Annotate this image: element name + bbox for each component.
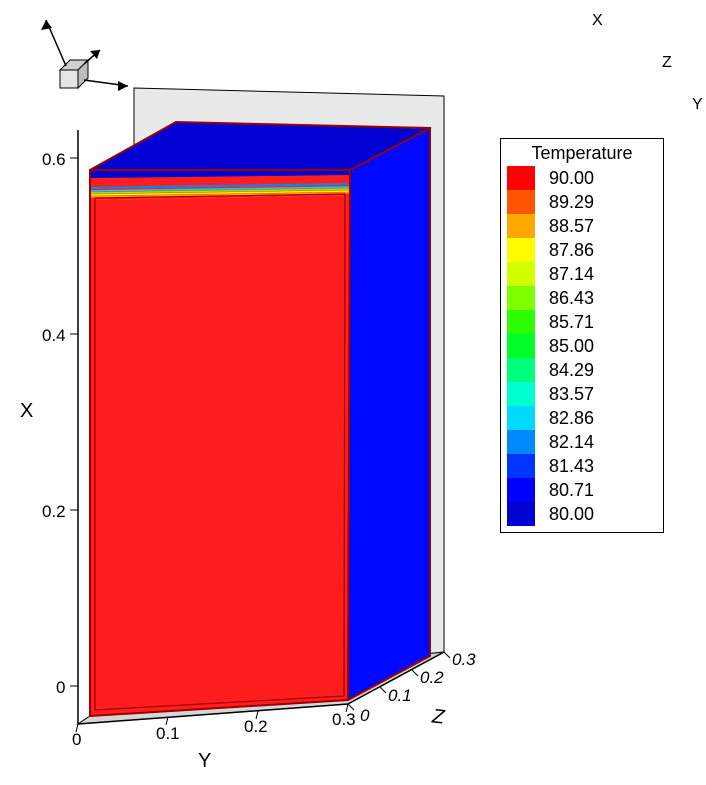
legend-title: Temperature bbox=[507, 143, 657, 164]
ytick-2: 0.2 bbox=[244, 717, 268, 737]
legend-swatch bbox=[507, 262, 535, 286]
ztick-2: 0.2 bbox=[420, 668, 444, 688]
legend-value: 82.14 bbox=[535, 432, 594, 453]
legend-swatch bbox=[507, 430, 535, 454]
legend-row: 82.14 bbox=[507, 430, 657, 454]
legend-swatch bbox=[507, 454, 535, 478]
legend-value: 89.29 bbox=[535, 192, 594, 213]
axis-z-label: Z bbox=[431, 705, 446, 729]
legend-value: 88.57 bbox=[535, 216, 594, 237]
orient-x: X bbox=[592, 12, 603, 30]
ztick-3: 0.3 bbox=[452, 650, 476, 670]
xtick-1: 0.2 bbox=[42, 502, 66, 522]
xtick-0: 0 bbox=[56, 678, 65, 698]
legend-row: 87.14 bbox=[507, 262, 657, 286]
legend-swatch bbox=[507, 382, 535, 406]
legend-row: 86.43 bbox=[507, 286, 657, 310]
legend-row: 80.00 bbox=[507, 502, 657, 526]
legend-swatch bbox=[507, 166, 535, 190]
legend-swatch bbox=[507, 478, 535, 502]
legend-value: 80.71 bbox=[535, 480, 594, 501]
legend-row: 89.29 bbox=[507, 190, 657, 214]
legend-value: 86.43 bbox=[535, 288, 594, 309]
legend: Temperature 90.00 89.29 88.57 87.86 87.14 86.… bbox=[500, 138, 664, 533]
legend-swatch bbox=[507, 190, 535, 214]
legend-row: 88.57 bbox=[507, 214, 657, 238]
legend-row: 85.00 bbox=[507, 334, 657, 358]
ztick-1: 0.1 bbox=[388, 686, 412, 706]
legend-row: 82.86 bbox=[507, 406, 657, 430]
legend-value: 80.00 bbox=[535, 504, 594, 525]
legend-value: 87.86 bbox=[535, 240, 594, 261]
axis-y-label: Y bbox=[198, 750, 211, 773]
legend-value: 87.14 bbox=[535, 264, 594, 285]
legend-value: 81.43 bbox=[535, 456, 594, 477]
block-side bbox=[348, 128, 430, 700]
legend-swatch bbox=[507, 238, 535, 262]
xtick-3: 0.6 bbox=[42, 150, 66, 170]
legend-row: 83.57 bbox=[507, 382, 657, 406]
legend-swatch bbox=[507, 310, 535, 334]
ytick-3: 0.3 bbox=[332, 710, 356, 730]
orientation-triad bbox=[0, 0, 140, 115]
legend-swatch bbox=[507, 502, 535, 526]
legend-row: 90.00 bbox=[507, 166, 657, 190]
legend-swatch bbox=[507, 286, 535, 310]
legend-row: 87.86 bbox=[507, 238, 657, 262]
legend-value: 85.00 bbox=[535, 336, 594, 357]
legend-swatch bbox=[507, 358, 535, 382]
legend-row: 81.43 bbox=[507, 454, 657, 478]
legend-swatch bbox=[507, 334, 535, 358]
axis-x-label: X bbox=[20, 400, 33, 423]
block-front bbox=[90, 195, 350, 716]
orient-z: Z bbox=[662, 54, 672, 72]
legend-row: 84.29 bbox=[507, 358, 657, 382]
legend-value: 83.57 bbox=[535, 384, 594, 405]
orient-y: Y bbox=[692, 96, 703, 114]
legend-swatch bbox=[507, 214, 535, 238]
legend-value: 85.71 bbox=[535, 312, 594, 333]
legend-value: 90.00 bbox=[535, 168, 594, 189]
legend-value: 82.86 bbox=[535, 408, 594, 429]
xtick-2: 0.4 bbox=[42, 326, 66, 346]
legend-value: 84.29 bbox=[535, 360, 594, 381]
ytick-1: 0.1 bbox=[156, 724, 180, 744]
legend-row: 80.71 bbox=[507, 478, 657, 502]
ztick-0: 0 bbox=[360, 706, 369, 726]
ytick-0: 0 bbox=[72, 730, 81, 750]
legend-row: 85.71 bbox=[507, 310, 657, 334]
legend-swatch bbox=[507, 406, 535, 430]
